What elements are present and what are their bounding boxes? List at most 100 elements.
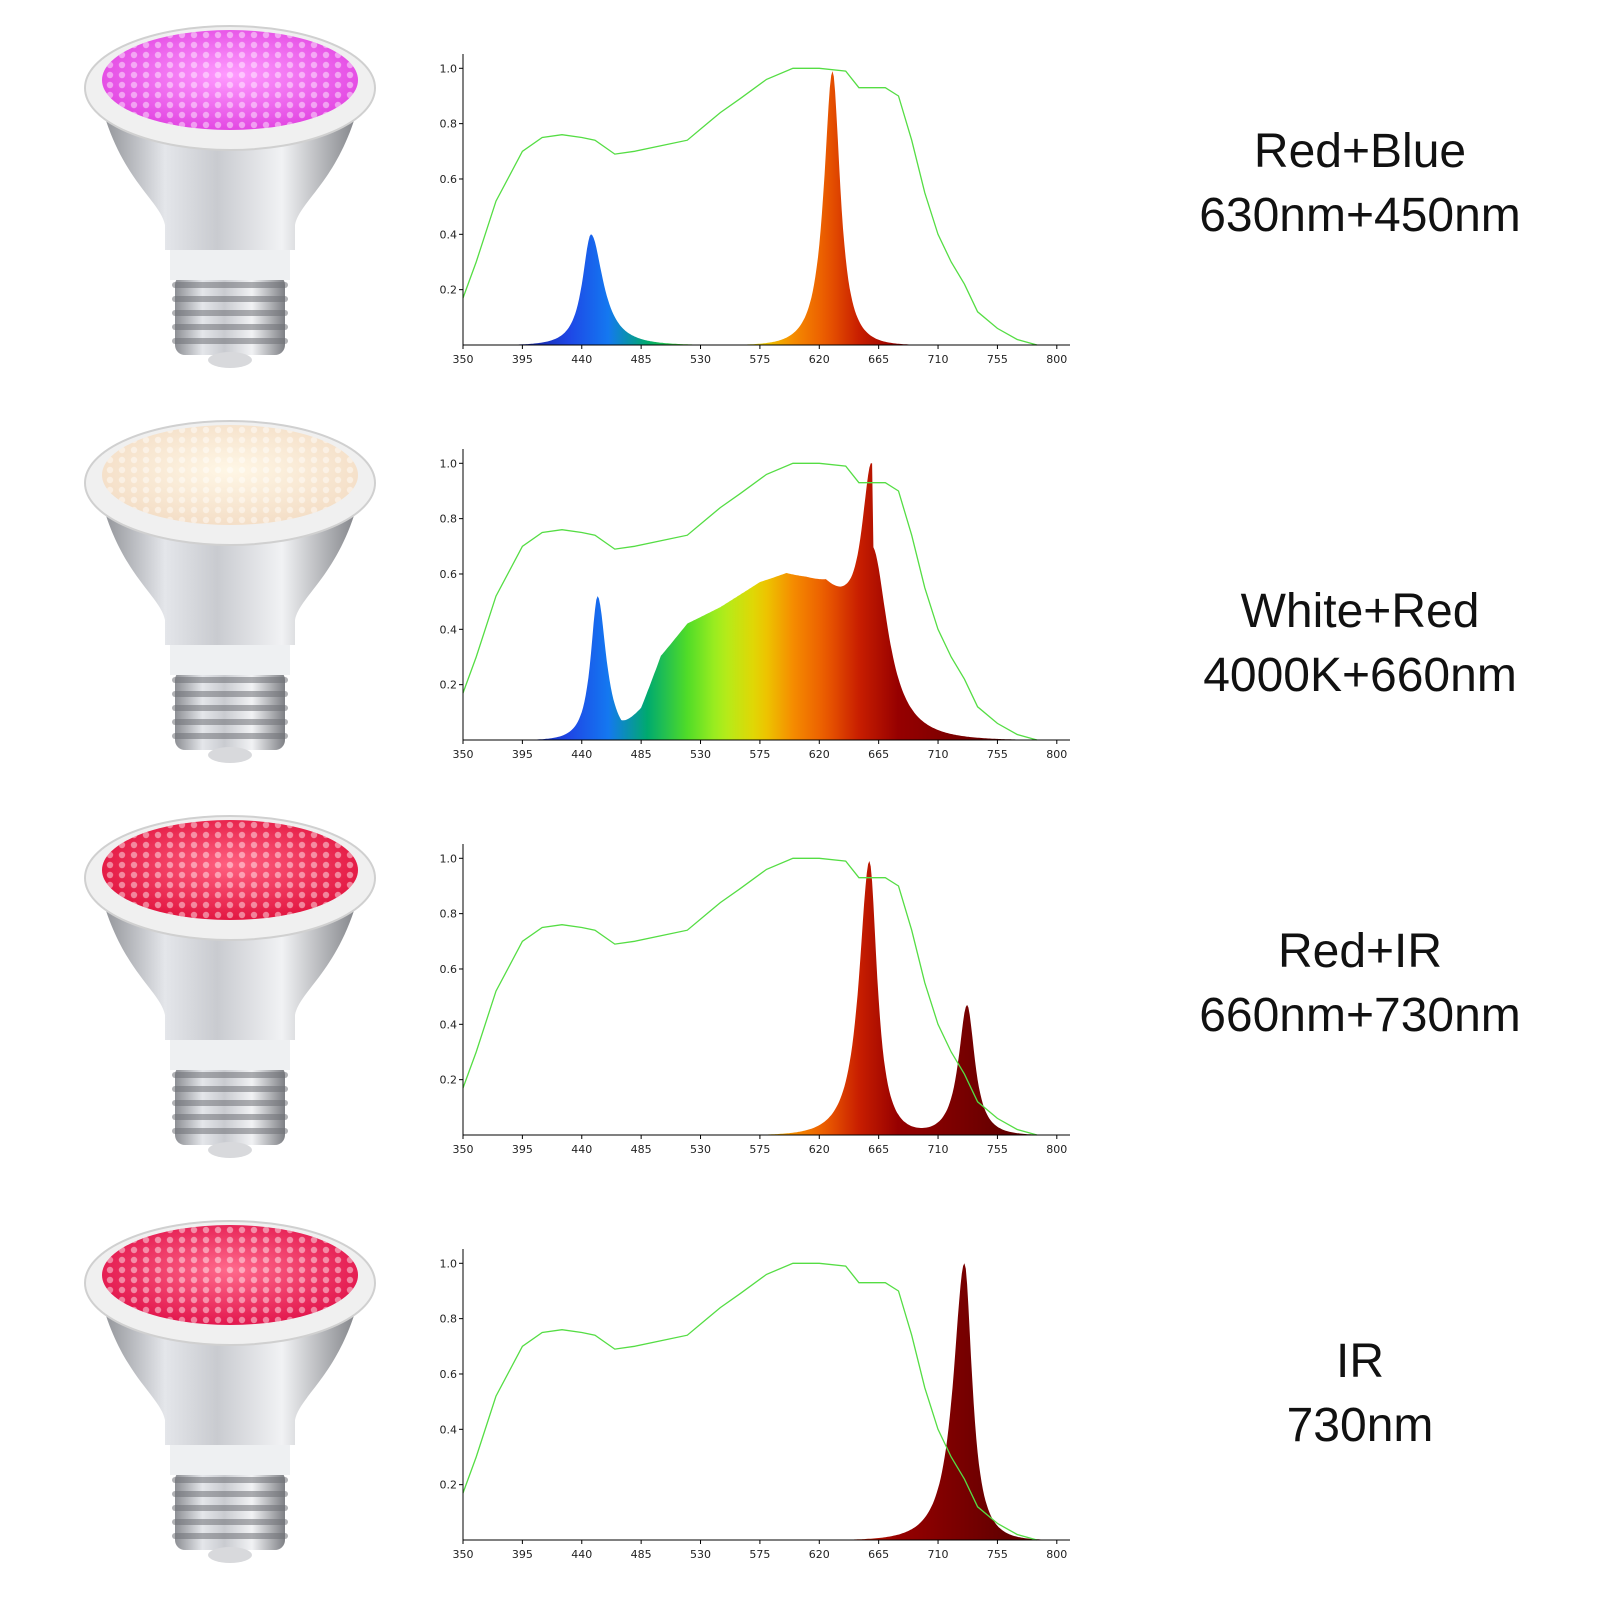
x-tick-label: 575 [749, 1143, 770, 1156]
y-tick-label: 0.4 [440, 1423, 458, 1436]
base-contact [208, 1547, 252, 1563]
x-tick-label: 530 [690, 353, 711, 366]
x-tick-label: 620 [809, 748, 830, 761]
y-tick-label: 0.2 [440, 1479, 458, 1492]
led-bulb-image [84, 420, 376, 763]
screw-thread [172, 1505, 288, 1511]
led-array [102, 820, 358, 920]
x-tick-label: 485 [631, 353, 652, 366]
spectrum-chart: 0.2 0.4 0.6 0.8 1.0 350 395 440 485 530 575 620 665 7… [440, 449, 1070, 761]
screw-thread [172, 1477, 288, 1483]
emission-spectrum-area [476, 1263, 1044, 1540]
screw-thread [172, 1100, 288, 1106]
x-tick-label: 620 [809, 353, 830, 366]
spectrum-label: IR 730nm [1180, 1330, 1540, 1458]
x-tick-label: 620 [809, 1143, 830, 1156]
x-tick-label: 665 [868, 1143, 889, 1156]
spectrum-chart: 0.2 0.4 0.6 0.8 1.0 350 395 440 485 530 575 620 665 7… [440, 54, 1070, 366]
screw-thread [172, 1086, 288, 1092]
screw-thread [172, 677, 288, 683]
x-tick-label: 350 [453, 1548, 474, 1561]
emission-spectrum-area [476, 71, 1044, 345]
emission-spectrum-area [476, 463, 1044, 740]
spectrum-label: Red+IR 660nm+730nm [1180, 920, 1540, 1048]
x-tick-label: 710 [928, 353, 949, 366]
y-tick-label: 0.8 [440, 1313, 458, 1326]
label-line-1: Red+Blue [1253, 125, 1467, 178]
reference-sensitivity-line [462, 67, 1038, 346]
x-tick-label: 620 [809, 1548, 830, 1561]
y-tick-label: 0.6 [440, 963, 458, 976]
y-tick-label: 0.2 [440, 284, 458, 297]
x-tick-label: 575 [749, 353, 770, 366]
base-contact [208, 747, 252, 763]
y-tick-label: 0.6 [440, 568, 458, 581]
screw-thread [172, 1491, 288, 1497]
x-tick-label: 440 [571, 748, 592, 761]
x-tick-label: 350 [453, 353, 474, 366]
label-line-2: 4000K+660nm [1203, 649, 1517, 702]
x-tick-label: 710 [928, 1143, 949, 1156]
reference-sensitivity-line [462, 1262, 1038, 1541]
x-tick-label: 755 [987, 1143, 1008, 1156]
spectrum-label: White+Red 4000K+660nm [1180, 580, 1540, 708]
x-tick-label: 395 [512, 1548, 533, 1561]
screw-thread [172, 705, 288, 711]
label-line-2: 730nm [1286, 1399, 1434, 1452]
led-bulb-image [84, 25, 376, 368]
x-tick-label: 665 [868, 353, 889, 366]
led-array [102, 30, 358, 130]
screw-thread [172, 296, 288, 302]
spectrum-row-4: 0.2 0.4 0.6 0.8 1.0 350 395 440 485 530 575 620 665 7… [0, 1195, 1600, 1595]
screw-thread [172, 1519, 288, 1525]
x-tick-label: 755 [987, 748, 1008, 761]
x-tick-label: 755 [987, 1548, 1008, 1561]
y-tick-label: 0.6 [440, 1368, 458, 1381]
x-tick-label: 530 [690, 748, 711, 761]
x-tick-label: 800 [1046, 1143, 1067, 1156]
x-tick-label: 665 [868, 1548, 889, 1561]
x-tick-label: 665 [868, 748, 889, 761]
y-tick-label: 1.0 [440, 457, 458, 470]
x-tick-label: 710 [928, 1548, 949, 1561]
screw-thread [172, 338, 288, 344]
spectrum-chart: 0.2 0.4 0.6 0.8 1.0 350 395 440 485 530 575 620 665 7… [440, 844, 1070, 1156]
screw-thread [172, 324, 288, 330]
y-tick-label: 0.4 [440, 228, 458, 241]
screw-thread [172, 1128, 288, 1134]
spectrum-label: Red+Blue 630nm+450nm [1180, 120, 1540, 248]
neck-ring [170, 1440, 290, 1475]
y-tick-label: 0.6 [440, 173, 458, 186]
led-bulb-image [84, 815, 376, 1158]
x-tick-label: 575 [749, 748, 770, 761]
screw-thread [172, 719, 288, 725]
y-tick-label: 1.0 [440, 62, 458, 75]
x-tick-label: 440 [571, 1143, 592, 1156]
x-tick-label: 440 [571, 1548, 592, 1561]
x-tick-label: 530 [690, 1548, 711, 1561]
x-tick-label: 575 [749, 1548, 770, 1561]
x-tick-label: 710 [928, 748, 949, 761]
led-array [102, 425, 358, 525]
x-tick-label: 395 [512, 353, 533, 366]
y-tick-label: 1.0 [440, 852, 458, 865]
x-tick-label: 755 [987, 353, 1008, 366]
emission-spectrum-area [476, 861, 1044, 1135]
x-tick-label: 485 [631, 1548, 652, 1561]
x-tick-label: 800 [1046, 748, 1067, 761]
y-tick-label: 0.8 [440, 908, 458, 921]
neck-ring [170, 245, 290, 280]
x-tick-label: 800 [1046, 353, 1067, 366]
y-tick-label: 0.2 [440, 679, 458, 692]
spectrum-chart: 0.2 0.4 0.6 0.8 1.0 350 395 440 485 530 575 620 665 7… [440, 1249, 1070, 1561]
spectrum-row-3: 0.2 0.4 0.6 0.8 1.0 350 395 440 485 530 575 620 665 7… [0, 790, 1600, 1190]
screw-thread [172, 733, 288, 739]
y-tick-label: 1.0 [440, 1257, 458, 1270]
led-array [102, 1225, 358, 1325]
label-line-2: 630nm+450nm [1199, 189, 1521, 242]
x-tick-label: 530 [690, 1143, 711, 1156]
base-contact [208, 1142, 252, 1158]
screw-thread [172, 1072, 288, 1078]
x-tick-label: 395 [512, 748, 533, 761]
x-tick-label: 800 [1046, 1548, 1067, 1561]
